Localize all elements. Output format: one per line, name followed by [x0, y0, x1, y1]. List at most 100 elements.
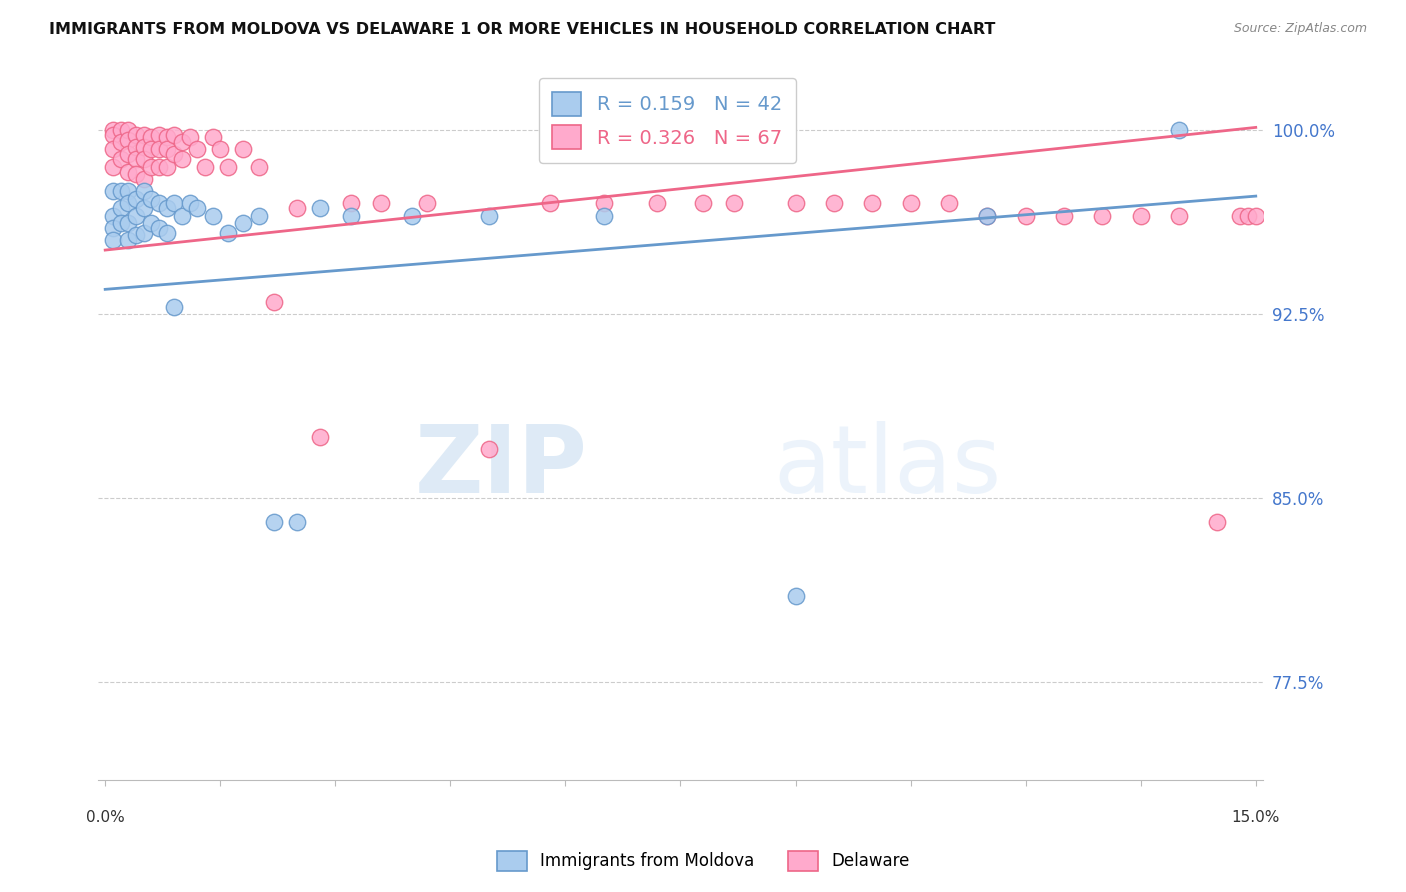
Point	[785, 589, 807, 603]
Point	[155, 202, 177, 216]
Point	[647, 196, 669, 211]
Point	[110, 202, 132, 216]
Point	[132, 226, 155, 240]
Point	[170, 209, 193, 223]
Point	[132, 140, 155, 154]
Point	[1053, 209, 1076, 223]
Point	[263, 294, 285, 309]
Point	[101, 233, 124, 247]
Point	[247, 160, 270, 174]
Point	[125, 140, 148, 154]
Point	[478, 442, 501, 456]
Point	[125, 192, 148, 206]
Point	[401, 209, 423, 223]
Point	[163, 300, 186, 314]
Point	[125, 228, 148, 243]
Point	[538, 196, 561, 211]
Point	[900, 196, 922, 211]
Point	[117, 147, 139, 161]
Point	[217, 160, 239, 174]
Text: atlas: atlas	[773, 421, 1002, 513]
Point	[285, 516, 308, 530]
Point	[209, 143, 232, 157]
Point	[141, 130, 163, 145]
Point	[117, 164, 139, 178]
Point	[141, 216, 163, 230]
Point	[155, 226, 177, 240]
Point	[125, 209, 148, 223]
Text: ZIP: ZIP	[415, 421, 588, 513]
Point	[186, 202, 208, 216]
Point	[163, 147, 186, 161]
Point	[1091, 209, 1114, 223]
Point	[186, 143, 208, 157]
Point	[117, 123, 139, 137]
Point	[148, 160, 170, 174]
Point	[339, 196, 361, 211]
Point	[155, 160, 177, 174]
Point	[170, 135, 193, 149]
Point	[170, 153, 193, 167]
Point	[117, 216, 139, 230]
Point	[285, 202, 308, 216]
Point	[1129, 209, 1152, 223]
Text: 0.0%: 0.0%	[86, 810, 125, 824]
Point	[155, 143, 177, 157]
Point	[110, 216, 132, 230]
Point	[141, 143, 163, 157]
Point	[101, 143, 124, 157]
Point	[101, 221, 124, 235]
Point	[110, 184, 132, 198]
Point	[1206, 516, 1229, 530]
Point	[1229, 209, 1251, 223]
Point	[110, 123, 132, 137]
Point	[163, 128, 186, 142]
Text: IMMIGRANTS FROM MOLDOVA VS DELAWARE 1 OR MORE VEHICLES IN HOUSEHOLD CORRELATION : IMMIGRANTS FROM MOLDOVA VS DELAWARE 1 OR…	[49, 22, 995, 37]
Point	[823, 196, 845, 211]
Point	[117, 196, 139, 211]
Point	[132, 153, 155, 167]
Point	[110, 153, 132, 167]
Point	[179, 130, 201, 145]
Point	[148, 221, 170, 235]
Point	[247, 209, 270, 223]
Point	[232, 143, 254, 157]
Point	[976, 209, 998, 223]
Point	[860, 196, 883, 211]
Text: Source: ZipAtlas.com: Source: ZipAtlas.com	[1233, 22, 1367, 36]
Point	[148, 128, 170, 142]
Point	[309, 429, 332, 443]
Point	[132, 184, 155, 198]
Point	[339, 209, 361, 223]
Point	[155, 130, 177, 145]
Point	[125, 167, 148, 181]
Point	[1168, 123, 1191, 137]
Point	[117, 133, 139, 147]
Point	[976, 209, 998, 223]
Point	[217, 226, 239, 240]
Point	[141, 192, 163, 206]
Point	[132, 172, 155, 186]
Point	[132, 128, 155, 142]
Legend: R = 0.159   N = 42, R = 0.326   N = 67: R = 0.159 N = 42, R = 0.326 N = 67	[538, 78, 796, 162]
Point	[117, 233, 139, 247]
Point	[201, 130, 224, 145]
Point	[132, 202, 155, 216]
Point	[101, 128, 124, 142]
Point	[125, 153, 148, 167]
Point	[1244, 209, 1267, 223]
Point	[1168, 209, 1191, 223]
Point	[101, 209, 124, 223]
Point	[263, 516, 285, 530]
Point	[309, 202, 332, 216]
Point	[232, 216, 254, 230]
Point	[148, 196, 170, 211]
Text: 15.0%: 15.0%	[1232, 810, 1279, 824]
Point	[370, 196, 392, 211]
Point	[110, 135, 132, 149]
Legend: Immigrants from Moldova, Delaware: Immigrants from Moldova, Delaware	[488, 842, 918, 880]
Point	[179, 196, 201, 211]
Point	[478, 209, 501, 223]
Point	[1014, 209, 1036, 223]
Point	[1237, 209, 1260, 223]
